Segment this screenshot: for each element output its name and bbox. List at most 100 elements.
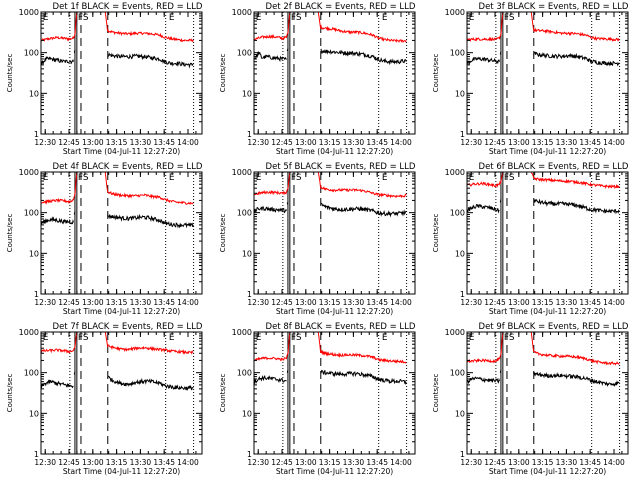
x-axis-label: Start Time (04-Jul-11 12:27:20): [276, 307, 393, 316]
y-tick-label: 1: [460, 450, 465, 459]
y-tick-label: 10: [29, 249, 39, 258]
x-axis: 12:30 12:45 13:00 13:15 13:30 13:45 14:00Start…: [247, 172, 412, 316]
x-axis-label: Start Time (04-Jul-11 12:27:20): [63, 147, 180, 156]
x-axis: 12:30 12:45 13:00 13:15 13:30 13:45 14:00Start…: [34, 332, 199, 476]
x-tick-label: 14:00: [603, 298, 625, 307]
series-line-events: [533, 198, 620, 215]
y-tick-label: 10: [242, 249, 252, 258]
chart-title: Det 7f BLACK = Events, RED = LLD: [53, 322, 203, 332]
x-tick-label: 13:00: [295, 298, 317, 307]
plot-frame: [40, 171, 203, 295]
plot-frame: [40, 331, 203, 455]
y-tick-label: 100: [24, 369, 39, 378]
x-tick-label: 13:30: [556, 458, 578, 467]
marker-label: FS: [504, 13, 515, 23]
x-axis-label: Start Time (04-Jul-11 12:27:20): [63, 467, 180, 476]
chart-title: Det 4f BLACK = Events, RED = LLD: [53, 162, 203, 172]
x-tick-label: 14:00: [390, 298, 412, 307]
series-line-events: [499, 50, 502, 55]
x-tick-label: 13:00: [82, 458, 104, 467]
series-events: [41, 210, 194, 229]
x-tick-label: 13:15: [106, 458, 128, 467]
series-line-lld: [41, 172, 78, 205]
chart-title: Det 6f BLACK = Events, RED = LLD: [479, 162, 629, 172]
x-tick-label: 13:15: [532, 138, 554, 147]
y-axis-label: Counts/sec: [432, 54, 440, 93]
x-tick-label: 12:45: [271, 458, 293, 467]
y-tick-label: 1000: [19, 328, 39, 337]
x-tick-label: 13:15: [532, 298, 554, 307]
series-lld: [467, 12, 620, 42]
y-axis-label: Counts/sec: [6, 214, 14, 253]
x-tick-label: 13:00: [82, 298, 104, 307]
chart-title: Det 5f BLACK = Events, RED = LLD: [266, 162, 416, 172]
y-tick-label: 1: [460, 130, 465, 139]
marker-label: E: [595, 333, 601, 343]
plot-frame: [253, 11, 416, 135]
x-tick-label: 12:30: [34, 458, 56, 467]
x-axis: 12:30 12:45 13:00 13:15 13:30 13:45 14:00Start…: [34, 12, 199, 156]
x-axis-label: Start Time (04-Jul-11 12:27:20): [63, 307, 180, 316]
x-tick-label: 13:45: [153, 138, 175, 147]
plot-frame: [253, 171, 416, 295]
event-markers: E FS E: [256, 172, 408, 294]
series-line-events: [73, 49, 76, 53]
x-tick-label: 13:15: [319, 298, 341, 307]
plot-frame: [466, 331, 629, 455]
series-line-events: [320, 202, 407, 218]
x-tick-label: 13:30: [343, 138, 365, 147]
series-line-events: [467, 376, 500, 385]
y-axis-label: Counts/sec: [432, 214, 440, 253]
y-axis: 1 10 100 1000 Counts/sec: [219, 8, 415, 139]
marker-label: E: [469, 173, 475, 183]
x-tick-label: 12:45: [58, 298, 80, 307]
marker-label: FS: [291, 333, 302, 343]
series-line-lld: [530, 332, 620, 366]
marker-label: E: [169, 173, 175, 183]
y-tick-label: 10: [455, 409, 465, 418]
series-lld: [254, 172, 407, 199]
y-tick-label: 100: [24, 209, 39, 218]
plot-frame: [466, 11, 629, 135]
marker-label: FS: [291, 173, 302, 183]
marker-label: E: [169, 333, 175, 343]
series-line-events: [286, 369, 289, 373]
series-events: [254, 369, 407, 385]
x-tick-label: 12:45: [484, 298, 506, 307]
x-tick-label: 13:45: [579, 298, 601, 307]
series-lld: [41, 332, 194, 355]
marker-label: E: [43, 13, 49, 23]
chart-title: Det 1f BLACK = Events, RED = LLD: [53, 2, 203, 12]
x-tick-label: 13:45: [366, 458, 388, 467]
x-tick-label: 13:15: [319, 138, 341, 147]
series-lld: [254, 332, 407, 364]
marker-label: E: [469, 13, 475, 23]
series-line-events: [107, 213, 194, 229]
marker-label: FS: [78, 333, 89, 343]
y-tick-label: 1: [34, 130, 39, 139]
marker-label: FS: [504, 173, 515, 183]
series-line-lld: [254, 172, 291, 196]
y-tick-label: 10: [455, 89, 465, 98]
series-line-lld: [41, 12, 78, 42]
series-line-events: [467, 203, 500, 214]
y-tick-label: 100: [450, 209, 465, 218]
x-axis-label: Start Time (04-Jul-11 12:27:20): [489, 147, 606, 156]
y-axis-label: Counts/sec: [6, 374, 14, 413]
series-line-events: [107, 52, 194, 69]
series-line-events: [254, 50, 287, 63]
y-tick-label: 10: [242, 89, 252, 98]
series-line-events: [286, 47, 289, 52]
marker-label: FS: [78, 13, 89, 23]
series-events: [467, 50, 620, 67]
y-tick-label: 10: [29, 409, 39, 418]
x-tick-label: 14:00: [177, 298, 199, 307]
x-tick-label: 14:00: [177, 458, 199, 467]
marker-label: E: [43, 333, 49, 343]
event-markers: E FS E: [43, 332, 195, 454]
plot-frame: [40, 11, 203, 135]
